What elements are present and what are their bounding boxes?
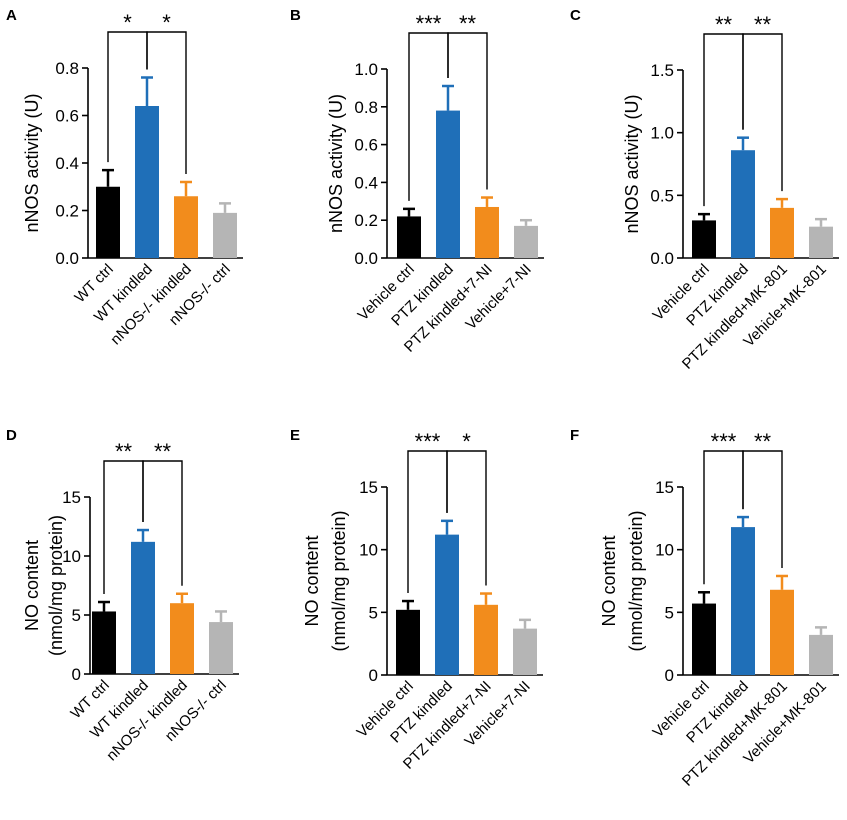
y-axis-label: (nmol/mg protein) bbox=[626, 510, 646, 651]
bar-wt-kindled bbox=[135, 106, 159, 258]
y-tick-label: 10 bbox=[655, 541, 674, 560]
significance-label: *** bbox=[416, 11, 442, 36]
bar-vehicle-ctrl bbox=[396, 609, 420, 675]
y-axis-label: (nmol/mg protein) bbox=[329, 510, 349, 651]
y-tick-label: 1.0 bbox=[650, 124, 674, 143]
bar-wt-ctrl bbox=[96, 186, 120, 258]
y-tick-label: 0.8 bbox=[354, 98, 378, 117]
bar-ptz-kindled-7-ni bbox=[474, 604, 498, 675]
bar-ptz-kindled-7-ni bbox=[475, 206, 499, 258]
y-tick-label: 15 bbox=[359, 478, 378, 497]
y-tick-label: 0.8 bbox=[55, 59, 79, 78]
y-axis-label: nNOS activity (U) bbox=[622, 94, 642, 233]
bar-vehicle-ctrl bbox=[692, 603, 716, 675]
y-tick-label: 0.0 bbox=[55, 249, 79, 268]
bar-ptz-kindled bbox=[731, 527, 755, 675]
bar-vehicle-7-ni bbox=[514, 225, 538, 258]
y-tick-label: 15 bbox=[62, 488, 81, 507]
bar-nnos-kindled bbox=[170, 603, 194, 674]
y-tick-label: 0.2 bbox=[354, 211, 378, 230]
panel-letter: F bbox=[570, 427, 579, 444]
y-axis-label: NO content bbox=[22, 540, 42, 631]
y-axis-label: nNOS activity (U) bbox=[326, 94, 346, 233]
bar-vehicle-ctrl bbox=[397, 216, 421, 258]
bar-vehicle-mk-801 bbox=[809, 226, 833, 258]
y-tick-label: 5 bbox=[72, 606, 81, 625]
y-axis-label: NO content bbox=[302, 535, 322, 626]
y-tick-label: 0.0 bbox=[650, 249, 674, 268]
significance-bracket bbox=[742, 450, 783, 568]
bar-wt-kindled bbox=[131, 541, 155, 674]
y-tick-label: 0.6 bbox=[354, 136, 378, 155]
bar-ptz-kindled-mk-801 bbox=[770, 589, 794, 675]
y-tick-label: 5 bbox=[665, 603, 674, 622]
y-tick-label: 10 bbox=[359, 541, 378, 560]
y-tick-label: 10 bbox=[62, 547, 81, 566]
bar-vehicle-mk-801 bbox=[809, 634, 833, 675]
bar-ptz-kindled bbox=[435, 534, 459, 675]
significance-label: ** bbox=[754, 429, 772, 454]
significance-bracket bbox=[742, 33, 783, 192]
bar-nnos-ctrl bbox=[209, 622, 233, 674]
y-tick-label: 0.5 bbox=[650, 186, 674, 205]
bar-nnos-ctrl bbox=[213, 212, 237, 258]
y-axis-label: nNOS activity (U) bbox=[22, 93, 42, 232]
y-tick-label: 0 bbox=[665, 666, 674, 685]
panel-letter: C bbox=[570, 7, 581, 24]
bar-ptz-kindled bbox=[731, 150, 755, 258]
panel-letter: E bbox=[290, 427, 300, 444]
significance-label: *** bbox=[415, 429, 441, 454]
y-axis-label: NO content bbox=[599, 535, 619, 626]
y-tick-label: 0 bbox=[369, 666, 378, 685]
bar-ptz-kindled-mk-801 bbox=[770, 207, 794, 258]
significance-label: ** bbox=[459, 11, 477, 36]
significance-label: * bbox=[123, 10, 132, 35]
y-tick-label: 1.5 bbox=[650, 61, 674, 80]
bar-wt-ctrl bbox=[92, 611, 116, 674]
bar-ptz-kindled bbox=[436, 110, 460, 258]
y-tick-label: 0.6 bbox=[55, 107, 79, 126]
significance-label: * bbox=[462, 429, 471, 454]
panel-letter: D bbox=[6, 427, 17, 444]
significance-label: ** bbox=[115, 439, 133, 464]
significance-label: ** bbox=[154, 439, 172, 464]
significance-bracket bbox=[146, 31, 187, 174]
significance-bracket bbox=[142, 460, 183, 586]
y-tick-label: 0.4 bbox=[55, 154, 79, 173]
bar-vehicle-7-ni bbox=[513, 628, 537, 675]
significance-bracket bbox=[446, 450, 487, 586]
significance-label: *** bbox=[711, 429, 737, 454]
y-axis-label: (nmol/mg protein) bbox=[46, 515, 66, 656]
y-tick-label: 0.4 bbox=[354, 173, 378, 192]
y-tick-label: 0.0 bbox=[354, 249, 378, 268]
significance-label: ** bbox=[715, 12, 733, 37]
y-tick-label: 15 bbox=[655, 478, 674, 497]
panel-letter: A bbox=[6, 7, 17, 24]
panel-letter: B bbox=[290, 7, 301, 24]
significance-label: * bbox=[162, 10, 171, 35]
significance-bracket bbox=[447, 32, 488, 190]
y-tick-label: 1.0 bbox=[354, 60, 378, 79]
bar-nnos-kindled bbox=[174, 196, 198, 258]
y-tick-label: 0.2 bbox=[55, 202, 79, 221]
y-tick-label: 5 bbox=[369, 603, 378, 622]
y-tick-label: 0 bbox=[72, 665, 81, 684]
significance-label: ** bbox=[754, 12, 772, 37]
bar-vehicle-ctrl bbox=[692, 220, 716, 258]
